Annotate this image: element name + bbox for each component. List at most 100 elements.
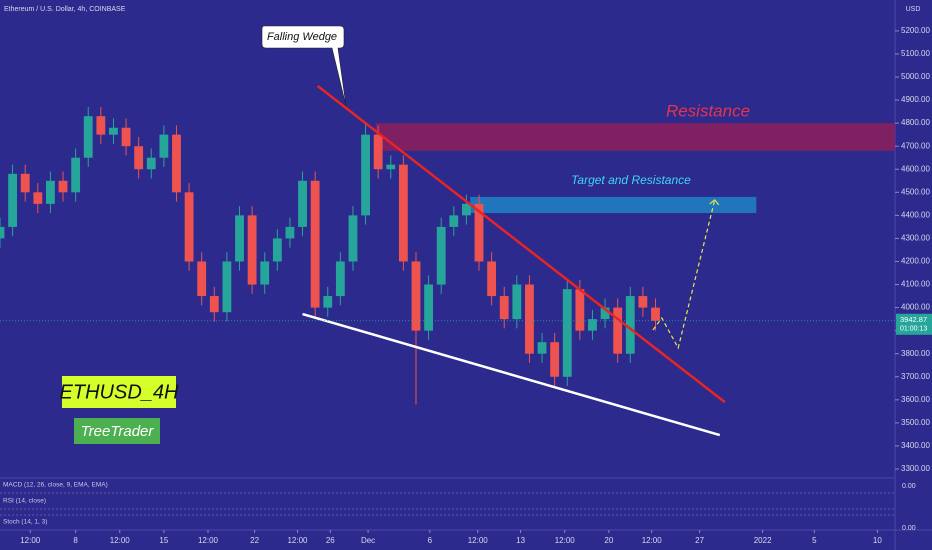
x-tick-label: 5 xyxy=(812,536,817,545)
x-tick-label: 10 xyxy=(873,536,882,545)
candle-body xyxy=(222,261,232,313)
callout-box xyxy=(261,25,347,107)
candle-body xyxy=(96,116,106,135)
candle-body xyxy=(33,192,43,204)
indicator-value: 0.00 xyxy=(902,525,916,532)
x-tick-label: 13 xyxy=(516,536,525,545)
badge xyxy=(74,418,160,444)
candle-body xyxy=(272,238,282,262)
candle-body xyxy=(0,226,5,239)
candle-body xyxy=(247,215,257,285)
candle-body xyxy=(83,116,93,158)
y-tick-label: 3500.00 xyxy=(901,418,930,427)
candles xyxy=(0,106,660,405)
badge-text: TreeTrader xyxy=(81,423,155,440)
candle-body xyxy=(512,284,522,320)
y-tick-label: 4800.00 xyxy=(901,118,930,127)
candle-body xyxy=(184,192,194,262)
candle-body xyxy=(600,307,610,320)
zone-label: Target and Resistance xyxy=(571,173,691,187)
zone-label: Resistance xyxy=(666,101,750,120)
candle-body xyxy=(172,134,181,193)
projection-arrow xyxy=(709,199,720,206)
y-tick-label: 3700.00 xyxy=(901,372,930,381)
y-tick-label: 3600.00 xyxy=(901,395,930,404)
candle-body xyxy=(436,226,446,285)
x-tick-label: 12:00 xyxy=(642,536,663,545)
candle-body xyxy=(474,203,484,262)
candle-body xyxy=(209,296,219,313)
y-tick-label: 4600.00 xyxy=(901,164,930,173)
candle-body xyxy=(550,342,560,377)
x-tick-label: Dec xyxy=(361,536,375,545)
badge-text: ETHUSD_4H xyxy=(60,381,179,403)
y-tick-label: 4700.00 xyxy=(901,141,930,150)
candle-body xyxy=(121,127,131,147)
x-tick-label: 26 xyxy=(326,536,335,545)
candle-body xyxy=(449,215,459,227)
candle-body xyxy=(134,146,144,170)
candle-body xyxy=(575,289,585,331)
x-tick-label: 12:00 xyxy=(287,536,308,545)
candle-body xyxy=(361,134,370,216)
y-tick-label: 5200.00 xyxy=(901,26,930,35)
y-tick-label: 4400.00 xyxy=(901,210,930,219)
x-tick-label: 27 xyxy=(695,536,704,545)
indicator-label: Stoch (14, 1, 3) xyxy=(3,519,47,526)
candle-body xyxy=(8,173,18,227)
y-tick-label: 3400.00 xyxy=(901,441,930,450)
x-tick-label: 12:00 xyxy=(198,536,219,545)
callout-text: Falling Wedge xyxy=(267,31,337,43)
indicator-value: 0.00 xyxy=(902,483,916,490)
candle-body xyxy=(260,261,270,285)
zones xyxy=(375,123,895,214)
candle-body xyxy=(71,157,81,193)
x-tick-label: 12:00 xyxy=(20,536,41,545)
candle-body xyxy=(588,319,597,331)
x-tick-label: 20 xyxy=(604,536,613,545)
badge xyxy=(62,376,176,408)
candle-body xyxy=(613,307,623,354)
currency: USD xyxy=(906,6,921,13)
x-tick-label: 12:00 xyxy=(555,536,576,545)
candle-body xyxy=(411,261,421,331)
candle-body xyxy=(335,261,345,297)
x-tick-label: 12:00 xyxy=(110,536,131,545)
y-tick-label: 5100.00 xyxy=(901,49,930,58)
drawings: Resistance Target and Resistance 3942.87 01… xyxy=(0,85,932,437)
trendline xyxy=(302,312,721,437)
candle-body xyxy=(461,203,471,216)
x-tick-label: 8 xyxy=(73,536,78,545)
y-tick-label: 3300.00 xyxy=(901,464,930,473)
candle-body xyxy=(424,284,434,331)
candle-body xyxy=(638,296,648,308)
y-tick-label: 4500.00 xyxy=(901,187,930,196)
candle-body xyxy=(487,261,497,297)
price-tag-label: 3942.87 xyxy=(900,315,927,324)
x-tick-label: 12:00 xyxy=(468,536,489,545)
candle-body xyxy=(625,296,635,354)
trendline xyxy=(316,85,726,404)
y-tick-label: 4900.00 xyxy=(901,95,930,104)
candle-body xyxy=(235,215,244,262)
y-tick-label: 4000.00 xyxy=(901,303,930,312)
y-tick-label: 4300.00 xyxy=(901,234,930,243)
candle-body xyxy=(373,134,383,170)
candle-body xyxy=(20,173,30,193)
candle-body xyxy=(323,296,333,308)
ticks: 3300.00 3400.00 3500.00 3600.00 3700.00 3800.… xyxy=(20,26,930,545)
candle-body xyxy=(525,284,534,354)
candle-body xyxy=(285,226,295,239)
chart-title: Ethereum / U.S. Dollar, 4h, COINBASE xyxy=(4,6,126,13)
candle-body xyxy=(310,180,320,308)
x-tick-label: 15 xyxy=(159,536,168,545)
candle-body xyxy=(386,164,396,170)
candle-body xyxy=(146,157,156,170)
candle-body xyxy=(398,164,408,262)
y-tick-label: 5000.00 xyxy=(901,72,930,81)
candle-body xyxy=(197,261,207,297)
candle-body xyxy=(348,215,358,262)
price-tag xyxy=(896,313,932,335)
